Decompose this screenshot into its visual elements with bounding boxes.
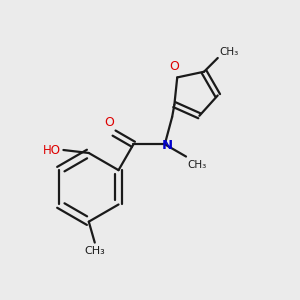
Text: N: N — [162, 139, 173, 152]
Text: O: O — [169, 60, 179, 73]
Text: O: O — [105, 116, 115, 129]
Text: CH₃: CH₃ — [188, 160, 207, 170]
Text: CH₃: CH₃ — [84, 246, 105, 256]
Text: HO: HO — [42, 143, 60, 157]
Text: CH₃: CH₃ — [219, 46, 238, 56]
